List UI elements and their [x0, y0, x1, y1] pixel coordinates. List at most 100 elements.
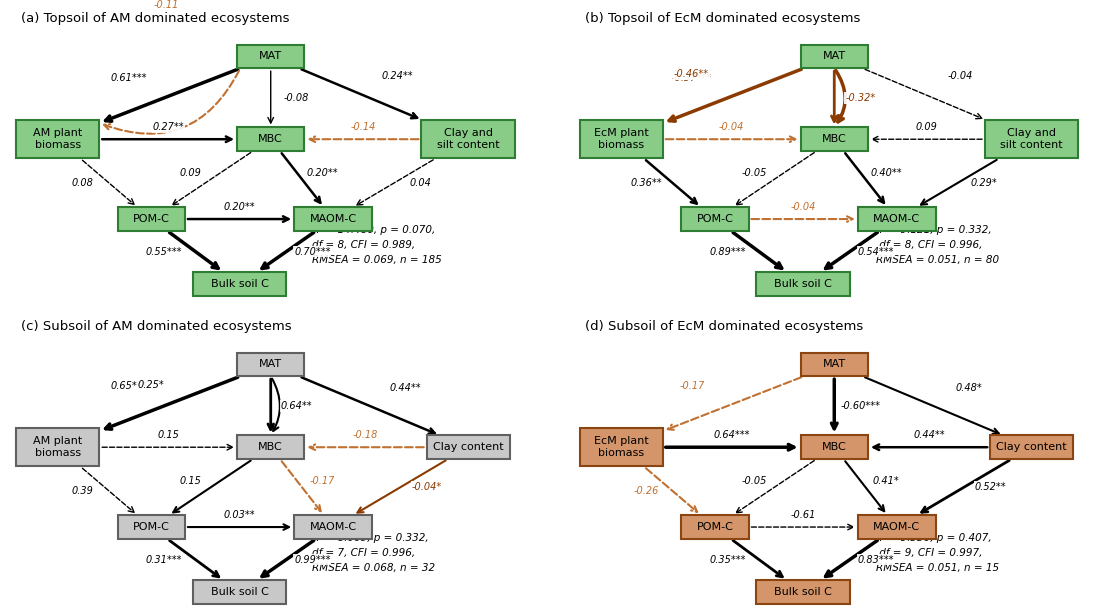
Text: 0.99***: 0.99***: [294, 554, 330, 565]
Text: -0.37***: -0.37***: [672, 73, 712, 83]
Text: 0.54***: 0.54***: [857, 246, 894, 257]
FancyBboxPatch shape: [236, 436, 305, 459]
Text: 0.29*: 0.29*: [970, 178, 997, 188]
FancyBboxPatch shape: [857, 207, 936, 231]
Text: MBC: MBC: [822, 134, 846, 144]
Text: Clay content: Clay content: [997, 442, 1067, 452]
Text: AM plant
biomass: AM plant biomass: [33, 128, 83, 150]
Text: MBC: MBC: [259, 134, 283, 144]
Text: Bulk soil C: Bulk soil C: [211, 279, 269, 289]
Text: EcM plant
biomass: EcM plant biomass: [594, 128, 649, 150]
Text: MAOM-C: MAOM-C: [873, 214, 920, 224]
FancyBboxPatch shape: [294, 515, 372, 539]
Text: 0.20**: 0.20**: [307, 168, 338, 178]
Text: λ² = 9.121, p = 0.332,
 df = 8, CFI = 0.996,
RMSEA = 0.051, n = 80: λ² = 9.121, p = 0.332, df = 8, CFI = 0.9…: [876, 225, 999, 264]
Text: 0.36**: 0.36**: [631, 178, 662, 188]
Text: -0.18: -0.18: [352, 431, 378, 440]
Text: 0.40**: 0.40**: [871, 168, 902, 178]
Text: -0.04: -0.04: [719, 123, 745, 132]
Text: 0.44**: 0.44**: [390, 383, 422, 393]
FancyBboxPatch shape: [117, 207, 185, 231]
Text: 0.64***: 0.64***: [714, 431, 750, 440]
FancyBboxPatch shape: [800, 44, 869, 68]
Text: 0.55***: 0.55***: [146, 246, 182, 257]
Text: MAOM-C: MAOM-C: [309, 522, 357, 532]
Text: 0.89***: 0.89***: [709, 246, 746, 257]
Text: MAT: MAT: [260, 51, 282, 62]
Text: -0.04: -0.04: [790, 202, 815, 213]
Text: MAOM-C: MAOM-C: [309, 214, 357, 224]
Text: 0.15: 0.15: [179, 476, 201, 486]
Text: λ² = 9.330, p = 0.407,
 df = 9, CFI = 0.997,
RMSEA = 0.051, n = 15: λ² = 9.330, p = 0.407, df = 9, CFI = 0.9…: [876, 533, 999, 572]
Text: -0.60***: -0.60***: [840, 401, 881, 411]
Text: MBC: MBC: [822, 442, 846, 452]
Text: -0.04: -0.04: [948, 71, 974, 81]
Text: -0.05: -0.05: [741, 476, 767, 486]
Text: λ² = 14.480, p = 0.070,
df = 8, CFI = 0.989,
RMSEA = 0.069, n = 185: λ² = 14.480, p = 0.070, df = 8, CFI = 0.…: [313, 225, 442, 264]
FancyBboxPatch shape: [17, 428, 99, 466]
FancyBboxPatch shape: [427, 436, 509, 459]
FancyBboxPatch shape: [985, 120, 1078, 158]
Text: Clay content: Clay content: [433, 442, 504, 452]
Text: 0.41*: 0.41*: [873, 476, 899, 486]
FancyBboxPatch shape: [800, 436, 869, 459]
Text: EcM plant
biomass: EcM plant biomass: [594, 436, 649, 458]
Text: MAT: MAT: [260, 359, 282, 370]
FancyBboxPatch shape: [236, 352, 305, 376]
FancyBboxPatch shape: [857, 515, 936, 539]
Text: -0.11: -0.11: [154, 0, 179, 10]
Text: -0.05: -0.05: [741, 168, 767, 178]
Text: 0.39: 0.39: [72, 486, 94, 496]
FancyBboxPatch shape: [800, 128, 869, 151]
Text: Clay and
silt content: Clay and silt content: [436, 128, 499, 150]
FancyBboxPatch shape: [236, 128, 305, 151]
FancyBboxPatch shape: [757, 580, 850, 604]
Text: (d) Subsoil of EcM dominated ecosystems: (d) Subsoil of EcM dominated ecosystems: [585, 320, 863, 333]
Text: Clay and
silt content: Clay and silt content: [1000, 128, 1063, 150]
FancyBboxPatch shape: [990, 436, 1073, 459]
Text: 0.04: 0.04: [409, 178, 431, 188]
Text: (c) Subsoil of AM dominated ecosystems: (c) Subsoil of AM dominated ecosystems: [21, 320, 292, 333]
Text: POM-C: POM-C: [696, 214, 734, 224]
Text: MBC: MBC: [259, 442, 283, 452]
FancyBboxPatch shape: [681, 207, 748, 231]
Text: 0.08: 0.08: [72, 178, 94, 188]
Text: -0.32*: -0.32*: [845, 93, 875, 103]
Text: 0.03**: 0.03**: [223, 510, 255, 521]
Text: (a) Topsoil of AM dominated ecosystems: (a) Topsoil of AM dominated ecosystems: [21, 12, 290, 25]
FancyBboxPatch shape: [800, 352, 869, 376]
Text: 0.48*: 0.48*: [956, 383, 982, 393]
Text: -0.61: -0.61: [790, 510, 815, 521]
Text: 0.09: 0.09: [916, 123, 937, 132]
FancyBboxPatch shape: [193, 580, 286, 604]
Text: -0.08: -0.08: [284, 93, 309, 103]
FancyBboxPatch shape: [236, 44, 305, 68]
FancyBboxPatch shape: [193, 272, 286, 296]
Text: 0.09: 0.09: [179, 168, 201, 178]
Text: MAT: MAT: [823, 51, 845, 62]
Text: 0.20**: 0.20**: [223, 202, 255, 213]
Text: 0.65***: 0.65***: [110, 381, 147, 391]
Text: 0.27**: 0.27**: [152, 123, 183, 132]
Text: -0.46**: -0.46**: [674, 69, 709, 79]
FancyBboxPatch shape: [681, 515, 748, 539]
Text: 0.52**: 0.52**: [975, 482, 1006, 492]
Text: -0.14: -0.14: [350, 123, 376, 132]
Text: Bulk soil C: Bulk soil C: [775, 587, 832, 597]
Text: -0.17: -0.17: [311, 476, 335, 486]
Text: MAT: MAT: [823, 359, 845, 370]
Text: 0.15: 0.15: [157, 431, 179, 440]
Text: 0.83***: 0.83***: [857, 554, 894, 565]
Text: -0.17: -0.17: [680, 381, 705, 391]
Text: -0.26: -0.26: [634, 486, 659, 496]
Text: 0.35***: 0.35***: [709, 554, 746, 565]
Text: POM-C: POM-C: [133, 214, 170, 224]
Text: 0.61***: 0.61***: [110, 73, 147, 83]
FancyBboxPatch shape: [757, 272, 850, 296]
Text: POM-C: POM-C: [696, 522, 734, 532]
FancyBboxPatch shape: [580, 120, 663, 158]
Text: -0.04*: -0.04*: [411, 482, 442, 492]
Text: POM-C: POM-C: [133, 522, 170, 532]
Text: 0.31***: 0.31***: [146, 554, 182, 565]
FancyBboxPatch shape: [421, 120, 515, 158]
